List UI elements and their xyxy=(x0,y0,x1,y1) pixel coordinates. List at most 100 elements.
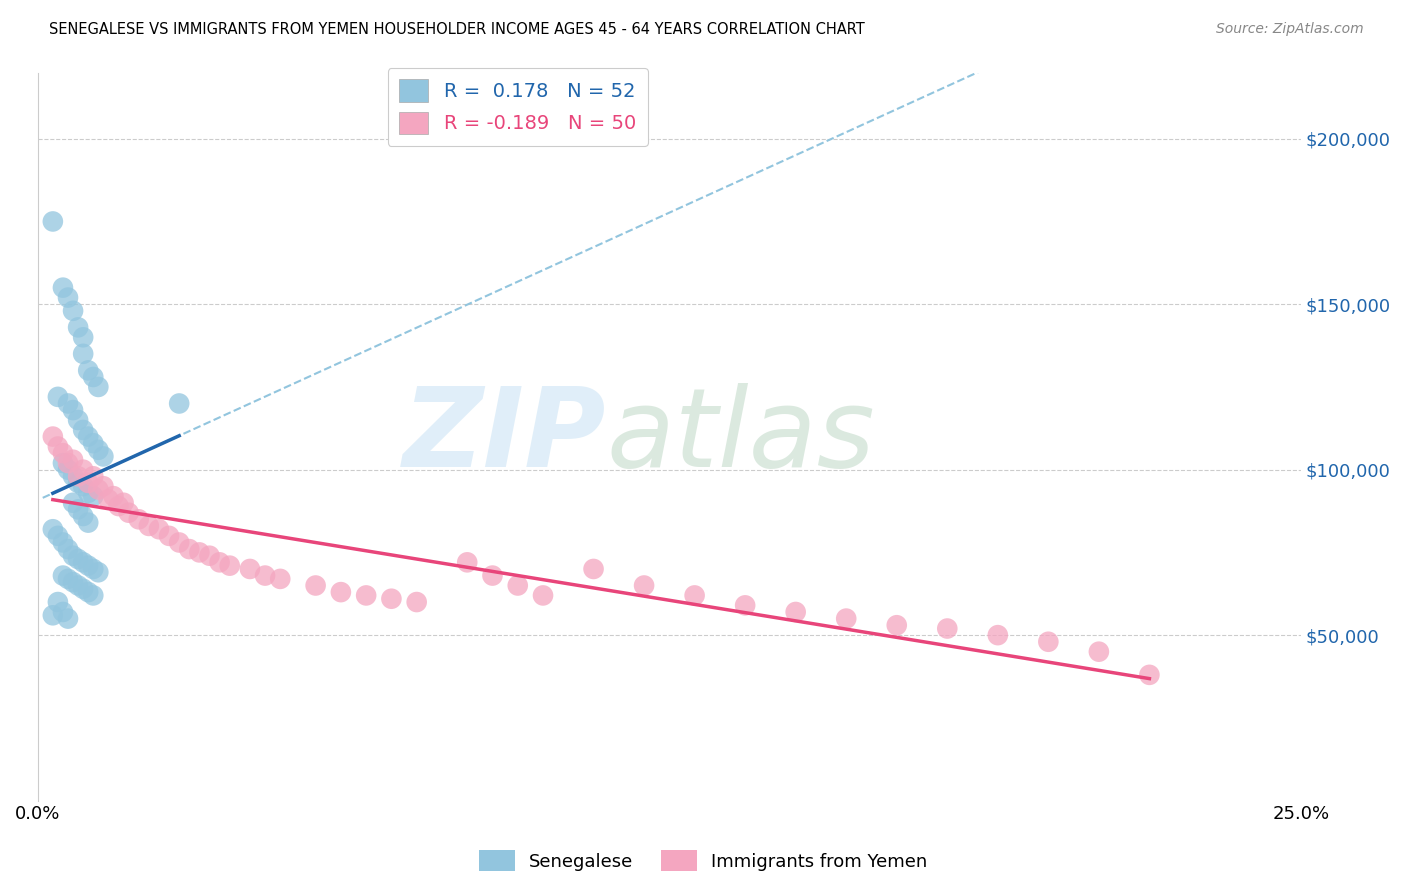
Legend: Senegalese, Immigrants from Yemen: Senegalese, Immigrants from Yemen xyxy=(471,843,935,879)
Point xyxy=(157,529,180,543)
Point xyxy=(82,370,104,384)
Point xyxy=(112,496,135,510)
Point xyxy=(82,469,104,483)
Point xyxy=(87,442,110,457)
Point xyxy=(72,463,94,477)
Point xyxy=(62,303,84,318)
Point xyxy=(117,506,139,520)
Point xyxy=(56,463,79,477)
Point xyxy=(77,429,100,443)
Point xyxy=(188,545,211,559)
Point xyxy=(42,214,65,228)
Point xyxy=(52,280,75,294)
Point xyxy=(82,562,104,576)
Point xyxy=(56,456,79,470)
Point xyxy=(128,512,150,526)
Point xyxy=(42,522,65,536)
Point xyxy=(72,330,94,344)
Point xyxy=(56,542,79,557)
Text: SENEGALESE VS IMMIGRANTS FROM YEMEN HOUSEHOLDER INCOME AGES 45 - 64 YEARS CORREL: SENEGALESE VS IMMIGRANTS FROM YEMEN HOUS… xyxy=(49,22,865,37)
Point xyxy=(82,436,104,450)
Point xyxy=(42,429,65,443)
Point xyxy=(67,552,90,566)
Point xyxy=(62,575,84,590)
Text: ZIP: ZIP xyxy=(402,383,606,490)
Point xyxy=(683,589,706,603)
Point xyxy=(167,535,190,549)
Point xyxy=(67,469,90,483)
Point xyxy=(62,452,84,467)
Point xyxy=(52,605,75,619)
Point xyxy=(456,555,478,569)
Legend: R =  0.178   N = 52, R = -0.189   N = 50: R = 0.178 N = 52, R = -0.189 N = 50 xyxy=(388,68,648,145)
Point xyxy=(72,582,94,596)
Point xyxy=(67,578,90,592)
Point xyxy=(97,492,120,507)
Point xyxy=(77,363,100,377)
Point xyxy=(72,423,94,437)
Point xyxy=(239,562,262,576)
Point xyxy=(405,595,427,609)
Point xyxy=(56,396,79,410)
Point xyxy=(167,396,190,410)
Point xyxy=(77,475,100,490)
Point xyxy=(785,605,807,619)
Point xyxy=(46,440,69,454)
Point xyxy=(1038,634,1060,648)
Point xyxy=(52,535,75,549)
Point xyxy=(56,611,79,625)
Point xyxy=(46,529,69,543)
Point xyxy=(67,475,90,490)
Point xyxy=(179,542,201,557)
Point xyxy=(87,566,110,580)
Point xyxy=(93,479,115,493)
Point xyxy=(936,622,959,636)
Point xyxy=(72,347,94,361)
Point xyxy=(77,486,100,500)
Point xyxy=(380,591,402,606)
Point xyxy=(52,446,75,460)
Point xyxy=(148,522,170,536)
Point xyxy=(82,489,104,503)
Point xyxy=(62,403,84,417)
Point xyxy=(198,549,221,563)
Point xyxy=(582,562,605,576)
Point xyxy=(354,589,377,603)
Point xyxy=(1088,645,1111,659)
Point xyxy=(734,599,756,613)
Point xyxy=(67,413,90,427)
Point xyxy=(62,469,84,483)
Point xyxy=(208,555,231,569)
Point xyxy=(46,390,69,404)
Point xyxy=(506,578,529,592)
Point xyxy=(531,589,554,603)
Point xyxy=(62,549,84,563)
Point xyxy=(107,499,129,513)
Point xyxy=(82,589,104,603)
Point xyxy=(67,502,90,516)
Point xyxy=(52,568,75,582)
Point xyxy=(218,558,240,573)
Point xyxy=(77,585,100,599)
Point xyxy=(56,572,79,586)
Point xyxy=(835,611,858,625)
Point xyxy=(269,572,291,586)
Point xyxy=(46,595,69,609)
Point xyxy=(42,608,65,623)
Text: atlas: atlas xyxy=(606,383,875,490)
Point xyxy=(77,516,100,530)
Point xyxy=(87,483,110,497)
Point xyxy=(886,618,908,632)
Point xyxy=(56,291,79,305)
Point xyxy=(72,508,94,523)
Point xyxy=(72,555,94,569)
Point xyxy=(87,380,110,394)
Point xyxy=(62,496,84,510)
Point xyxy=(1139,668,1161,682)
Point xyxy=(72,479,94,493)
Point xyxy=(481,568,503,582)
Point xyxy=(77,558,100,573)
Point xyxy=(254,568,277,582)
Point xyxy=(93,450,115,464)
Point xyxy=(138,519,160,533)
